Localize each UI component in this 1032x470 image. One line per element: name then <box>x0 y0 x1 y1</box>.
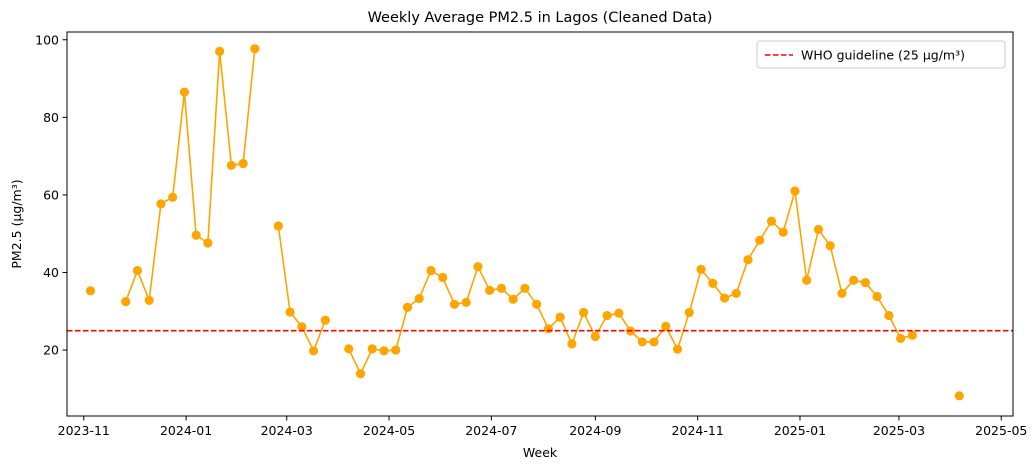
data-point <box>896 334 905 343</box>
data-point <box>556 312 565 321</box>
y-tick-label: 60 <box>43 187 59 202</box>
x-axis: 2023-11 2024-01 2024-03 2024-05 2024-07 2024-… <box>58 416 1028 438</box>
data-point <box>638 337 647 346</box>
data-point <box>849 276 858 285</box>
y-axis: 20 40 60 80 100 <box>35 32 67 357</box>
x-tick-label: 2023-11 <box>58 423 110 438</box>
data-point <box>250 44 259 53</box>
data-point <box>837 289 846 298</box>
data-point <box>379 346 388 355</box>
data-point <box>450 300 459 309</box>
data-point <box>579 308 588 317</box>
data-point <box>685 308 694 317</box>
data-point <box>192 231 201 240</box>
series-line <box>126 49 255 302</box>
series-line <box>349 191 913 374</box>
data-point <box>156 199 165 208</box>
data-point <box>368 344 377 353</box>
data-point <box>403 303 412 312</box>
data-point <box>802 276 811 285</box>
data-point <box>884 311 893 320</box>
x-tick-label: 2025-01 <box>774 423 826 438</box>
data-point <box>168 193 177 202</box>
data-point <box>767 217 776 226</box>
data-point <box>438 273 447 282</box>
x-axis-label: Week <box>523 445 558 460</box>
data-point <box>239 159 248 168</box>
y-tick-label: 40 <box>43 265 59 280</box>
data-point <box>86 286 95 295</box>
data-point <box>520 284 529 293</box>
data-point <box>567 339 576 348</box>
data-point <box>732 289 741 298</box>
data-point <box>497 284 506 293</box>
data-point <box>814 225 823 234</box>
data-point <box>755 236 764 245</box>
x-tick-label: 2024-05 <box>363 423 415 438</box>
data-point <box>708 279 717 288</box>
chart-title: Weekly Average PM2.5 in Lagos (Cleaned D… <box>368 10 713 26</box>
data-point <box>544 324 553 333</box>
data-point <box>121 297 130 306</box>
legend: WHO guideline (25 µg/m³) <box>757 41 1005 68</box>
y-tick-label: 100 <box>35 32 59 47</box>
data-point <box>274 221 283 230</box>
data-point <box>673 345 682 354</box>
data-point <box>826 241 835 250</box>
data-point <box>180 88 189 97</box>
data-point <box>203 238 212 247</box>
data-point <box>779 228 788 237</box>
data-point <box>133 266 142 275</box>
data-point <box>473 262 482 271</box>
x-tick-label: 2025-03 <box>873 423 925 438</box>
x-tick-label: 2024-07 <box>465 423 517 438</box>
data-point <box>614 309 623 318</box>
data-point <box>356 369 365 378</box>
data-point <box>908 331 917 340</box>
data-point <box>285 307 294 316</box>
data-point <box>861 278 870 287</box>
data-point <box>532 300 541 309</box>
data-point <box>509 295 518 304</box>
data-point <box>344 344 353 353</box>
x-tick-label: 2024-11 <box>672 423 724 438</box>
data-point <box>649 337 658 346</box>
data-point <box>215 47 224 56</box>
x-tick-label: 2024-03 <box>261 423 313 438</box>
data-point <box>743 255 752 264</box>
data-point <box>415 294 424 303</box>
data-point <box>602 311 611 320</box>
data-point <box>321 316 330 325</box>
data-point <box>462 298 471 307</box>
y-tick-label: 20 <box>43 343 59 358</box>
y-tick-label: 80 <box>43 110 59 125</box>
y-axis-label: PM2.5 (µg/m³) <box>9 179 24 268</box>
data-point <box>391 345 400 354</box>
data-point <box>309 346 318 355</box>
data-point <box>696 265 705 274</box>
data-point <box>227 161 236 170</box>
legend-guideline-label: WHO guideline (25 µg/m³) <box>801 48 965 63</box>
data-point <box>790 186 799 195</box>
data-point <box>873 292 882 301</box>
series-line <box>278 226 325 351</box>
data-point <box>426 266 435 275</box>
data-point <box>591 332 600 341</box>
x-tick-label: 2025-05 <box>975 423 1027 438</box>
data-point <box>661 322 670 331</box>
x-tick-label: 2024-01 <box>160 423 212 438</box>
x-tick-label: 2024-09 <box>569 423 621 438</box>
plot-area <box>67 44 1013 400</box>
data-point <box>720 293 729 302</box>
data-point <box>145 296 154 305</box>
data-point <box>955 391 964 400</box>
data-point <box>485 286 494 295</box>
